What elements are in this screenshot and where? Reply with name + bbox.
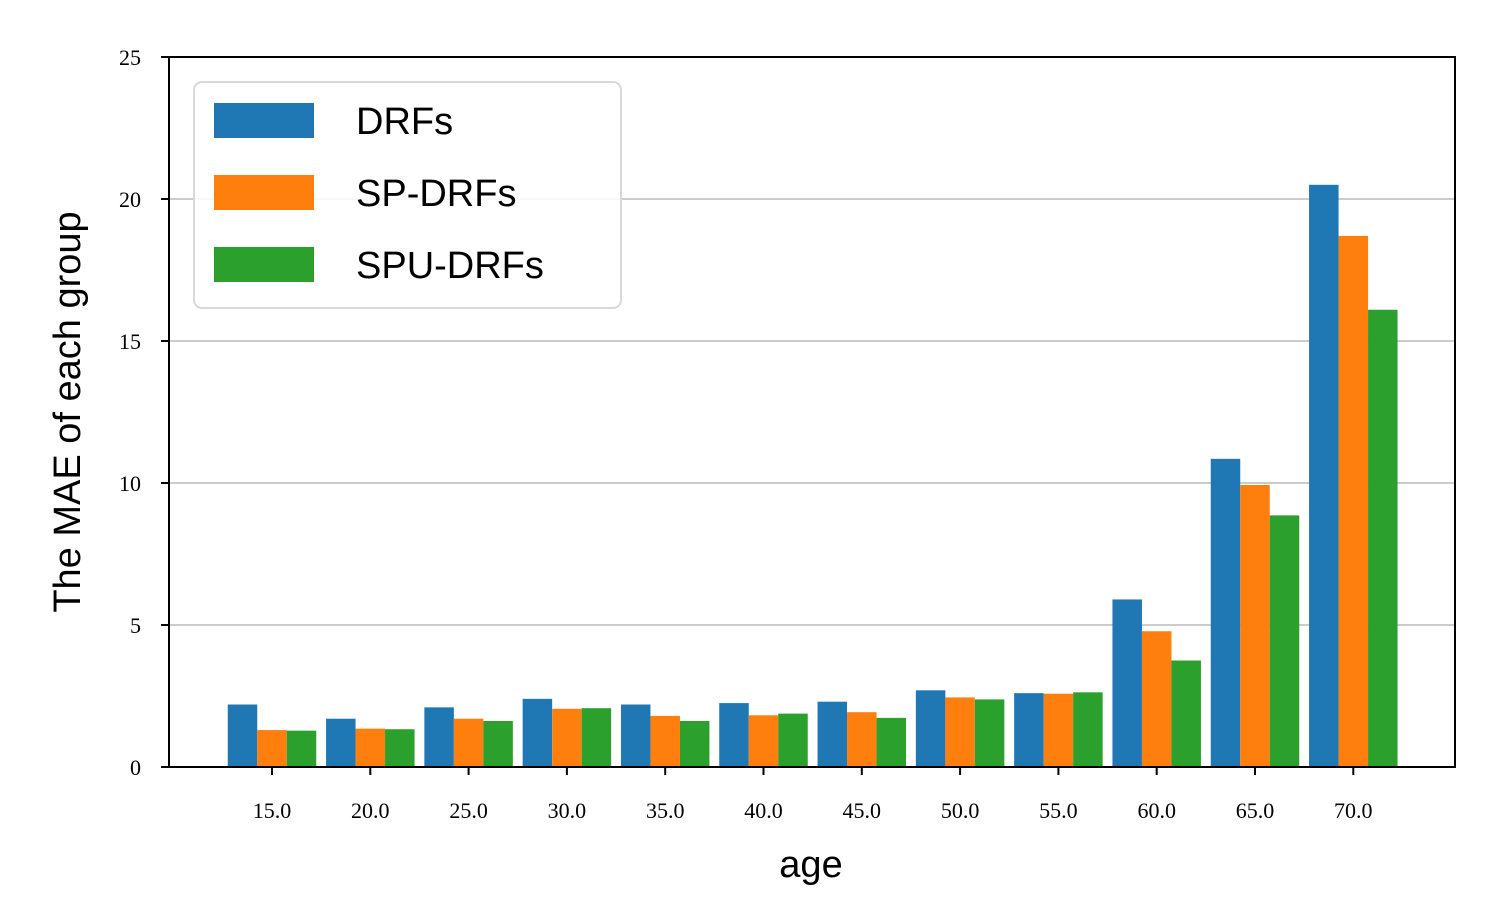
bar-drfs-45.0 xyxy=(817,701,848,767)
bar-sp-drfs-40.0 xyxy=(748,715,779,767)
plot-frame xyxy=(168,56,1456,768)
x-tick-label: 55.0 xyxy=(1039,798,1078,823)
bar-drfs-60.0 xyxy=(1112,599,1142,767)
x-tick-label: 65.0 xyxy=(1236,798,1275,823)
x-axis-label: age xyxy=(779,844,842,886)
bar-drfs-40.0 xyxy=(719,703,749,767)
x-tick-label: 70.0 xyxy=(1334,798,1373,823)
y-tick-label: 20 xyxy=(119,187,141,212)
bar-sp-drfs-70.0 xyxy=(1338,235,1369,768)
bar-sp-drfs-15.0 xyxy=(257,730,287,767)
bar-spu-drfs-45.0 xyxy=(876,717,907,767)
x-tick-label: 25.0 xyxy=(449,798,488,823)
legend-label-sp-drfs: SP-DRFs xyxy=(356,173,516,215)
legend-swatch-spu-drfs xyxy=(214,247,314,282)
y-tick-label: 10 xyxy=(119,471,141,496)
bar-spu-drfs-60.0 xyxy=(1171,660,1201,767)
bars xyxy=(227,184,1398,768)
ticks: 0 5 10 15 20 25 15.0 20.0 25.0 30.0 35.0 40.0 45.0 50… xyxy=(119,45,1373,823)
bar-spu-drfs-30.0 xyxy=(581,708,612,767)
x-tick-label: 40.0 xyxy=(744,798,783,823)
bar-sp-drfs-25.0 xyxy=(453,718,484,767)
y-tick-label: 5 xyxy=(130,613,141,638)
legend-swatch-drfs xyxy=(214,103,314,138)
legend-swatch-sp-drfs xyxy=(214,175,314,210)
legend: DRFs SP-DRFs SPU-DRFs xyxy=(193,81,622,309)
bar-drfs-65.0 xyxy=(1210,458,1241,767)
bar-spu-drfs-35.0 xyxy=(679,720,710,767)
bar-sp-drfs-45.0 xyxy=(847,712,877,767)
legend-label-spu-drfs: SPU-DRFs xyxy=(356,245,544,287)
x-tick-label: 20.0 xyxy=(351,798,390,823)
bar-sp-drfs-55.0 xyxy=(1043,693,1074,767)
bar-sp-drfs-35.0 xyxy=(650,715,680,767)
bar-sp-drfs-30.0 xyxy=(552,708,582,767)
y-tick-label: 0 xyxy=(130,755,141,780)
bar-spu-drfs-40.0 xyxy=(778,713,808,767)
x-tick-label: 30.0 xyxy=(548,798,587,823)
axes xyxy=(168,56,1456,768)
x-tick-label: 45.0 xyxy=(843,798,882,823)
bar-drfs-35.0 xyxy=(620,704,651,767)
bar-drfs-20.0 xyxy=(326,718,356,767)
y-tick-label: 25 xyxy=(119,45,141,70)
bar-spu-drfs-70.0 xyxy=(1368,309,1398,767)
bar-spu-drfs-55.0 xyxy=(1073,692,1103,767)
bar-drfs-50.0 xyxy=(915,690,946,767)
bar-sp-drfs-50.0 xyxy=(945,697,975,767)
x-tick-label: 15.0 xyxy=(253,798,292,823)
bar-spu-drfs-25.0 xyxy=(483,720,513,767)
bar-spu-drfs-20.0 xyxy=(385,729,415,767)
bar-drfs-55.0 xyxy=(1014,693,1044,767)
x-tick-label: 50.0 xyxy=(941,798,980,823)
bar-spu-drfs-50.0 xyxy=(974,699,1005,767)
bar-drfs-25.0 xyxy=(424,707,454,767)
bar-drfs-70.0 xyxy=(1309,184,1339,768)
bar-sp-drfs-20.0 xyxy=(355,728,386,767)
bar-sp-drfs-65.0 xyxy=(1240,484,1270,767)
y-tick-label: 15 xyxy=(119,329,141,354)
x-tick-label: 60.0 xyxy=(1137,798,1176,823)
bar-sp-drfs-60.0 xyxy=(1141,631,1172,767)
bar-drfs-15.0 xyxy=(227,704,258,767)
x-tick-label: 35.0 xyxy=(646,798,685,823)
bar-spu-drfs-65.0 xyxy=(1269,515,1300,767)
bar-spu-drfs-15.0 xyxy=(286,730,317,767)
legend-label-drfs: DRFs xyxy=(356,101,453,143)
y-axis-label: The MAE of each group xyxy=(47,211,89,612)
bar-drfs-30.0 xyxy=(522,698,553,767)
